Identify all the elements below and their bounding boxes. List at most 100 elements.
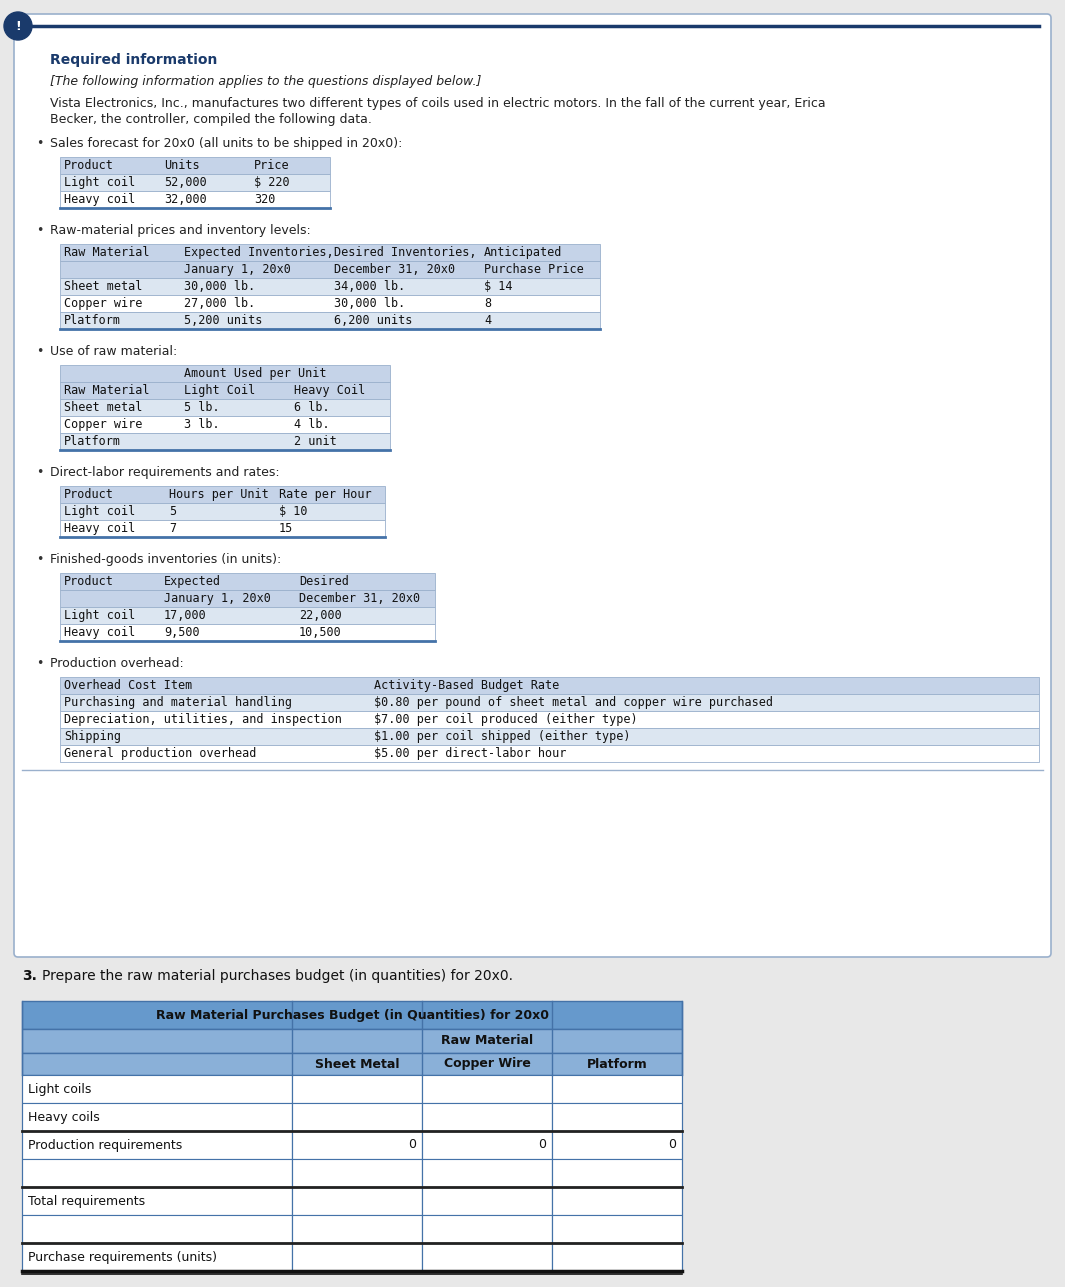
- Text: [The following information applies to the questions displayed below.]: [The following information applies to th…: [50, 75, 481, 88]
- Bar: [60, 432, 390, 450]
- Text: December 31, 20x0: December 31, 20x0: [334, 263, 455, 275]
- Bar: [22, 1001, 682, 1030]
- Bar: [60, 745, 1039, 762]
- Bar: [60, 311, 600, 329]
- Text: Direct-labor requirements and rates:: Direct-labor requirements and rates:: [50, 466, 280, 479]
- Text: Price: Price: [253, 160, 290, 172]
- Bar: [60, 728, 1039, 745]
- Text: •: •: [36, 466, 44, 479]
- Text: Heavy coil: Heavy coil: [64, 193, 135, 206]
- Circle shape: [4, 12, 32, 40]
- Bar: [292, 1187, 422, 1215]
- Bar: [60, 520, 386, 537]
- Text: !: !: [15, 19, 21, 32]
- Text: $ 220: $ 220: [253, 176, 290, 189]
- Text: Heavy Coil: Heavy Coil: [294, 384, 365, 396]
- Text: $ 10: $ 10: [279, 505, 308, 517]
- Text: 22,000: 22,000: [299, 609, 342, 622]
- Text: Heavy coil: Heavy coil: [64, 523, 135, 535]
- Bar: [22, 1131, 292, 1160]
- Text: Purchase requirements (units): Purchase requirements (units): [28, 1251, 217, 1264]
- Bar: [292, 1131, 422, 1160]
- Text: Desired Inventories,: Desired Inventories,: [334, 246, 476, 259]
- Text: 4: 4: [484, 314, 491, 327]
- Text: 4 lb.: 4 lb.: [294, 418, 330, 431]
- Text: Purchase Price: Purchase Price: [484, 263, 584, 275]
- Text: Heavy coil: Heavy coil: [64, 625, 135, 640]
- Text: 7: 7: [169, 523, 176, 535]
- Bar: [422, 1103, 552, 1131]
- Text: $ 14: $ 14: [484, 281, 512, 293]
- Text: Amount Used per Unit: Amount Used per Unit: [184, 367, 327, 380]
- Bar: [60, 399, 390, 416]
- Text: Sheet metal: Sheet metal: [64, 281, 143, 293]
- Bar: [60, 278, 600, 295]
- Bar: [552, 1160, 682, 1187]
- Text: 0: 0: [538, 1139, 546, 1152]
- Text: Raw-material prices and inventory levels:: Raw-material prices and inventory levels…: [50, 224, 311, 237]
- Bar: [60, 382, 390, 399]
- Text: Depreciation, utilities, and inspection: Depreciation, utilities, and inspection: [64, 713, 342, 726]
- Text: $5.00 per direct-labor hour: $5.00 per direct-labor hour: [374, 746, 567, 761]
- Text: Platform: Platform: [64, 435, 121, 448]
- Bar: [22, 1215, 292, 1243]
- Text: December 31, 20x0: December 31, 20x0: [299, 592, 420, 605]
- Text: 5 lb.: 5 lb.: [184, 402, 219, 414]
- Text: Raw Material: Raw Material: [64, 246, 149, 259]
- Bar: [292, 1243, 422, 1272]
- Text: Rate per Hour: Rate per Hour: [279, 488, 372, 501]
- Text: Purchasing and material handling: Purchasing and material handling: [64, 696, 292, 709]
- Text: Anticipated: Anticipated: [484, 246, 562, 259]
- Text: 34,000 lb.: 34,000 lb.: [334, 281, 406, 293]
- Text: 0: 0: [668, 1139, 676, 1152]
- Text: Platform: Platform: [64, 314, 121, 327]
- Text: Expected Inventories,: Expected Inventories,: [184, 246, 333, 259]
- Text: 27,000 lb.: 27,000 lb.: [184, 297, 256, 310]
- Text: 30,000 lb.: 30,000 lb.: [334, 297, 406, 310]
- Text: Heavy coils: Heavy coils: [28, 1111, 100, 1124]
- Bar: [22, 1243, 292, 1272]
- Text: Product: Product: [64, 575, 114, 588]
- Text: Required information: Required information: [50, 53, 217, 67]
- Text: Overhead Cost Item: Overhead Cost Item: [64, 680, 193, 692]
- FancyBboxPatch shape: [14, 14, 1051, 958]
- Text: 320: 320: [253, 193, 276, 206]
- Text: 17,000: 17,000: [164, 609, 207, 622]
- Bar: [60, 295, 600, 311]
- Text: Expected: Expected: [164, 575, 222, 588]
- Text: 6,200 units: 6,200 units: [334, 314, 412, 327]
- Text: Light coils: Light coils: [28, 1082, 92, 1095]
- Text: •: •: [36, 224, 44, 237]
- Text: Copper Wire: Copper Wire: [443, 1058, 530, 1071]
- Bar: [60, 710, 1039, 728]
- Text: Production requirements: Production requirements: [28, 1139, 182, 1152]
- Text: Light coil: Light coil: [64, 609, 135, 622]
- Text: Product: Product: [64, 160, 114, 172]
- Bar: [422, 1215, 552, 1243]
- Bar: [60, 416, 390, 432]
- Bar: [422, 1160, 552, 1187]
- Bar: [60, 366, 390, 382]
- Bar: [422, 1187, 552, 1215]
- Text: Product: Product: [64, 488, 114, 501]
- Text: Raw Material Purchases Budget (in Quantities) for 20x0: Raw Material Purchases Budget (in Quanti…: [155, 1009, 548, 1022]
- Text: 15: 15: [279, 523, 293, 535]
- Bar: [22, 1030, 682, 1053]
- Text: 8: 8: [484, 297, 491, 310]
- Text: Finished-goods inventories (in units):: Finished-goods inventories (in units):: [50, 553, 281, 566]
- Text: Desired: Desired: [299, 575, 349, 588]
- Bar: [60, 573, 435, 589]
- Bar: [60, 174, 330, 190]
- Text: January 1, 20x0: January 1, 20x0: [184, 263, 291, 275]
- Text: Light coil: Light coil: [64, 505, 135, 517]
- Bar: [422, 1243, 552, 1272]
- Bar: [292, 1215, 422, 1243]
- Text: Vista Electronics, Inc., manufactures two different types of coils used in elect: Vista Electronics, Inc., manufactures tw…: [50, 97, 825, 109]
- Bar: [60, 589, 435, 607]
- Text: Copper wire: Copper wire: [64, 418, 143, 431]
- Bar: [60, 157, 330, 174]
- Text: Light coil: Light coil: [64, 176, 135, 189]
- Text: 10,500: 10,500: [299, 625, 342, 640]
- Text: Use of raw material:: Use of raw material:: [50, 345, 177, 358]
- Text: 2 unit: 2 unit: [294, 435, 337, 448]
